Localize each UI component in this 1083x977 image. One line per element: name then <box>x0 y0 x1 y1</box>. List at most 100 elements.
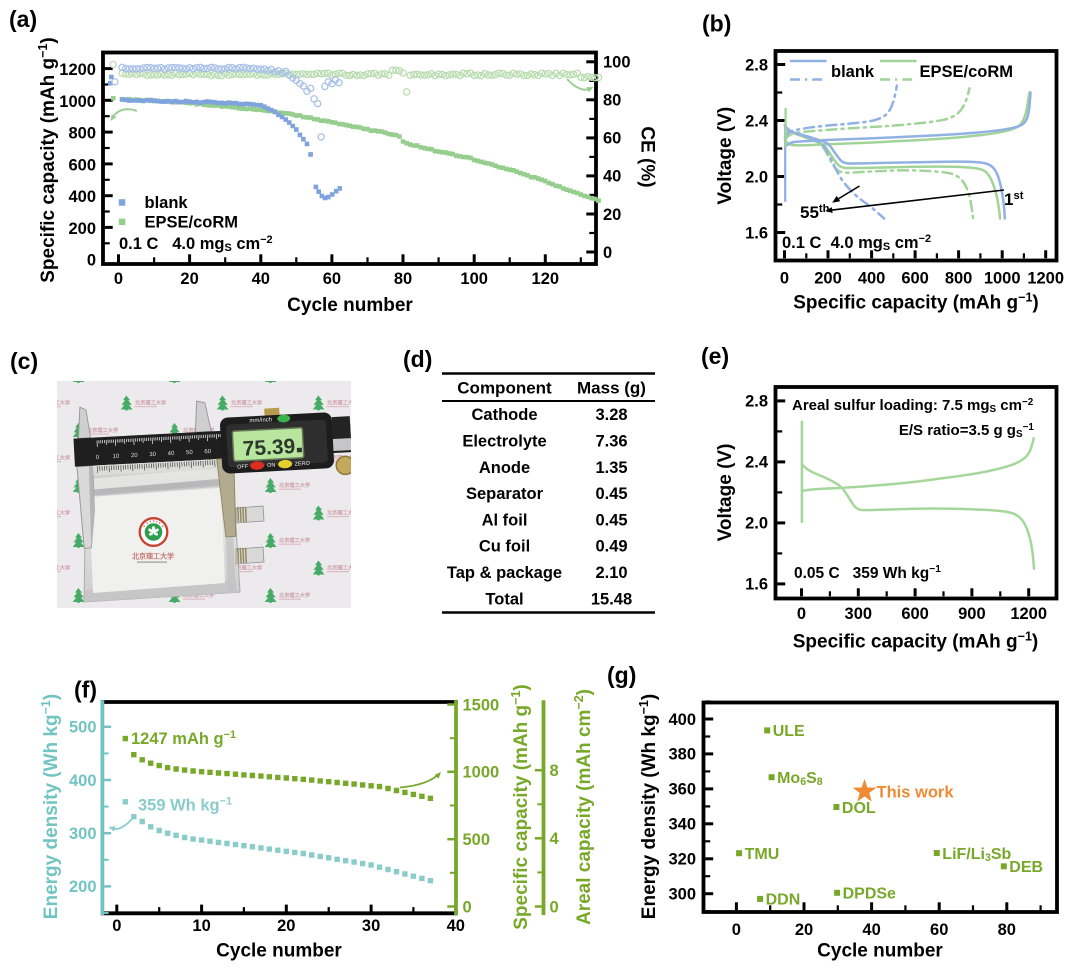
svg-text:(a): (a) <box>9 6 37 32</box>
svg-text:Cathode: Cathode <box>472 406 538 424</box>
svg-text:北京理工大学: 北京理工大学 <box>423 454 454 462</box>
svg-text:北京理工大学: 北京理工大学 <box>423 619 454 627</box>
svg-text:北京理工大学: 北京理工大学 <box>231 399 262 407</box>
svg-text:北京理工大学: 北京理工大学 <box>231 619 262 627</box>
svg-text:600: 600 <box>901 270 929 288</box>
svg-text:北京理工大学: 北京理工大学 <box>135 619 166 627</box>
svg-text:Voltage (V): Voltage (V) <box>715 444 736 542</box>
svg-text:40: 40 <box>252 270 270 288</box>
svg-text:500: 500 <box>69 719 97 737</box>
svg-text:1247 mAh g−1: 1247 mAh g−1 <box>131 729 236 748</box>
svg-text:1000: 1000 <box>463 764 500 782</box>
svg-text:北京理工大学: 北京理工大学 <box>375 591 406 599</box>
svg-text:1.6: 1.6 <box>745 224 768 242</box>
svg-text:北京理工大学: 北京理工大学 <box>375 536 406 544</box>
svg-text:北京理工大学: 北京理工大学 <box>231 564 262 572</box>
svg-text:This work: This work <box>877 784 955 802</box>
svg-text:LiF/Li3Sb: LiF/Li3Sb <box>942 846 1011 864</box>
svg-text:DEB: DEB <box>1009 859 1043 876</box>
svg-text:Total: Total <box>485 590 523 608</box>
svg-text:0: 0 <box>87 252 96 270</box>
svg-text:120: 120 <box>532 270 560 288</box>
svg-text:Separator: Separator <box>466 485 544 503</box>
svg-text:北京理工大学: 北京理工大学 <box>375 426 406 434</box>
svg-text:2.4: 2.4 <box>745 454 769 472</box>
svg-text:300: 300 <box>69 825 97 843</box>
svg-text:40: 40 <box>447 917 465 935</box>
svg-text:北京理工大学: 北京理工大学 <box>327 619 358 627</box>
svg-text:340: 340 <box>668 816 696 834</box>
svg-text:0.49: 0.49 <box>595 538 627 556</box>
svg-text:Areal capacity (mAh cm−2): Areal capacity (mAh cm−2) <box>572 689 595 925</box>
svg-text:CE (%): CE (%) <box>637 126 658 187</box>
svg-text:20: 20 <box>795 921 813 939</box>
svg-text:mm/inch: mm/inch <box>249 417 272 424</box>
svg-text:ON: ON <box>267 463 276 469</box>
svg-text:Mo6S8: Mo6S8 <box>777 770 823 788</box>
svg-text:0: 0 <box>797 605 806 623</box>
svg-text:(c): (c) <box>10 348 38 374</box>
svg-text:北京理工大学: 北京理工大学 <box>279 591 310 599</box>
svg-text:北京理工大学: 北京理工大学 <box>423 399 454 407</box>
svg-text:100: 100 <box>603 54 631 72</box>
svg-text:EPSE/coRM: EPSE/coRM <box>920 63 1014 81</box>
svg-text:400: 400 <box>858 270 886 288</box>
svg-text:800: 800 <box>945 270 973 288</box>
svg-text:360: 360 <box>668 781 696 799</box>
svg-text:(g): (g) <box>607 662 636 688</box>
svg-text:1.35: 1.35 <box>595 459 627 477</box>
svg-text:80: 80 <box>603 92 621 110</box>
svg-text:800: 800 <box>68 125 96 143</box>
svg-text:Cycle number: Cycle number <box>817 941 943 962</box>
svg-text:40: 40 <box>168 451 176 457</box>
svg-text:ULE: ULE <box>773 723 805 740</box>
svg-text:2.8: 2.8 <box>745 393 768 411</box>
svg-text:400: 400 <box>668 711 696 729</box>
svg-text:DOL: DOL <box>842 800 876 817</box>
svg-text:80: 80 <box>998 921 1016 939</box>
svg-text:3.28: 3.28 <box>595 406 627 424</box>
svg-text:TMU: TMU <box>745 846 780 863</box>
svg-text:1200: 1200 <box>59 61 96 79</box>
svg-text:100: 100 <box>460 270 488 288</box>
svg-text:1000: 1000 <box>984 270 1021 288</box>
svg-text:blank: blank <box>145 194 189 212</box>
svg-text:(f): (f) <box>74 677 97 703</box>
svg-text:0: 0 <box>114 270 123 288</box>
svg-text:20: 20 <box>277 917 295 935</box>
svg-text:400: 400 <box>69 772 97 790</box>
svg-text:300: 300 <box>668 886 696 904</box>
svg-text:北京理工大学: 北京理工大学 <box>375 481 406 489</box>
svg-text:北京理工大学: 北京理工大学 <box>327 399 358 407</box>
svg-text:1200: 1200 <box>1010 605 1047 623</box>
svg-text:DDN: DDN <box>766 892 801 909</box>
svg-text:Areal sulfur loading: 7.5 mgS: Areal sulfur loading: 7.5 mgS cm−2 <box>792 397 1034 415</box>
svg-text:60: 60 <box>323 270 341 288</box>
svg-text:北京理工大学: 北京理工大学 <box>135 399 166 407</box>
svg-text:2.0: 2.0 <box>745 168 768 186</box>
svg-text:0: 0 <box>112 917 121 935</box>
svg-text:10: 10 <box>192 917 210 935</box>
svg-text:0.05 C 359 Wh kg−1: 0.05 C 359 Wh kg−1 <box>794 564 941 582</box>
svg-text:2.8: 2.8 <box>745 56 768 74</box>
svg-text:Mass (g): Mass (g) <box>577 379 646 398</box>
svg-text:75.39: 75.39 <box>242 435 296 461</box>
svg-text:E/S ratio=3.5 g gS−1: E/S ratio=3.5 g gS−1 <box>899 422 1038 440</box>
svg-text:2.10: 2.10 <box>595 564 627 582</box>
svg-text:Component: Component <box>457 379 552 398</box>
svg-text:北京理工大学: 北京理工大学 <box>39 399 70 407</box>
svg-text:Anode: Anode <box>479 459 530 477</box>
svg-text:DPDSe: DPDSe <box>843 886 896 903</box>
svg-text:40: 40 <box>603 168 621 186</box>
svg-text:20: 20 <box>603 206 621 224</box>
svg-text:北京理工大学: 北京理工大学 <box>39 564 70 572</box>
svg-text:320: 320 <box>668 851 696 869</box>
svg-text:北京理工大学: 北京理工大学 <box>87 426 118 434</box>
svg-text:20: 20 <box>180 270 198 288</box>
svg-text:4: 4 <box>550 830 560 848</box>
svg-text:600: 600 <box>68 156 96 174</box>
svg-text:北京理工大学: 北京理工大学 <box>39 509 70 517</box>
svg-text:0.45: 0.45 <box>595 511 627 529</box>
svg-text:0.1 C 4.0 mgS cm−2: 0.1 C 4.0 mgS cm−2 <box>782 233 931 253</box>
svg-text:50: 50 <box>186 450 194 456</box>
